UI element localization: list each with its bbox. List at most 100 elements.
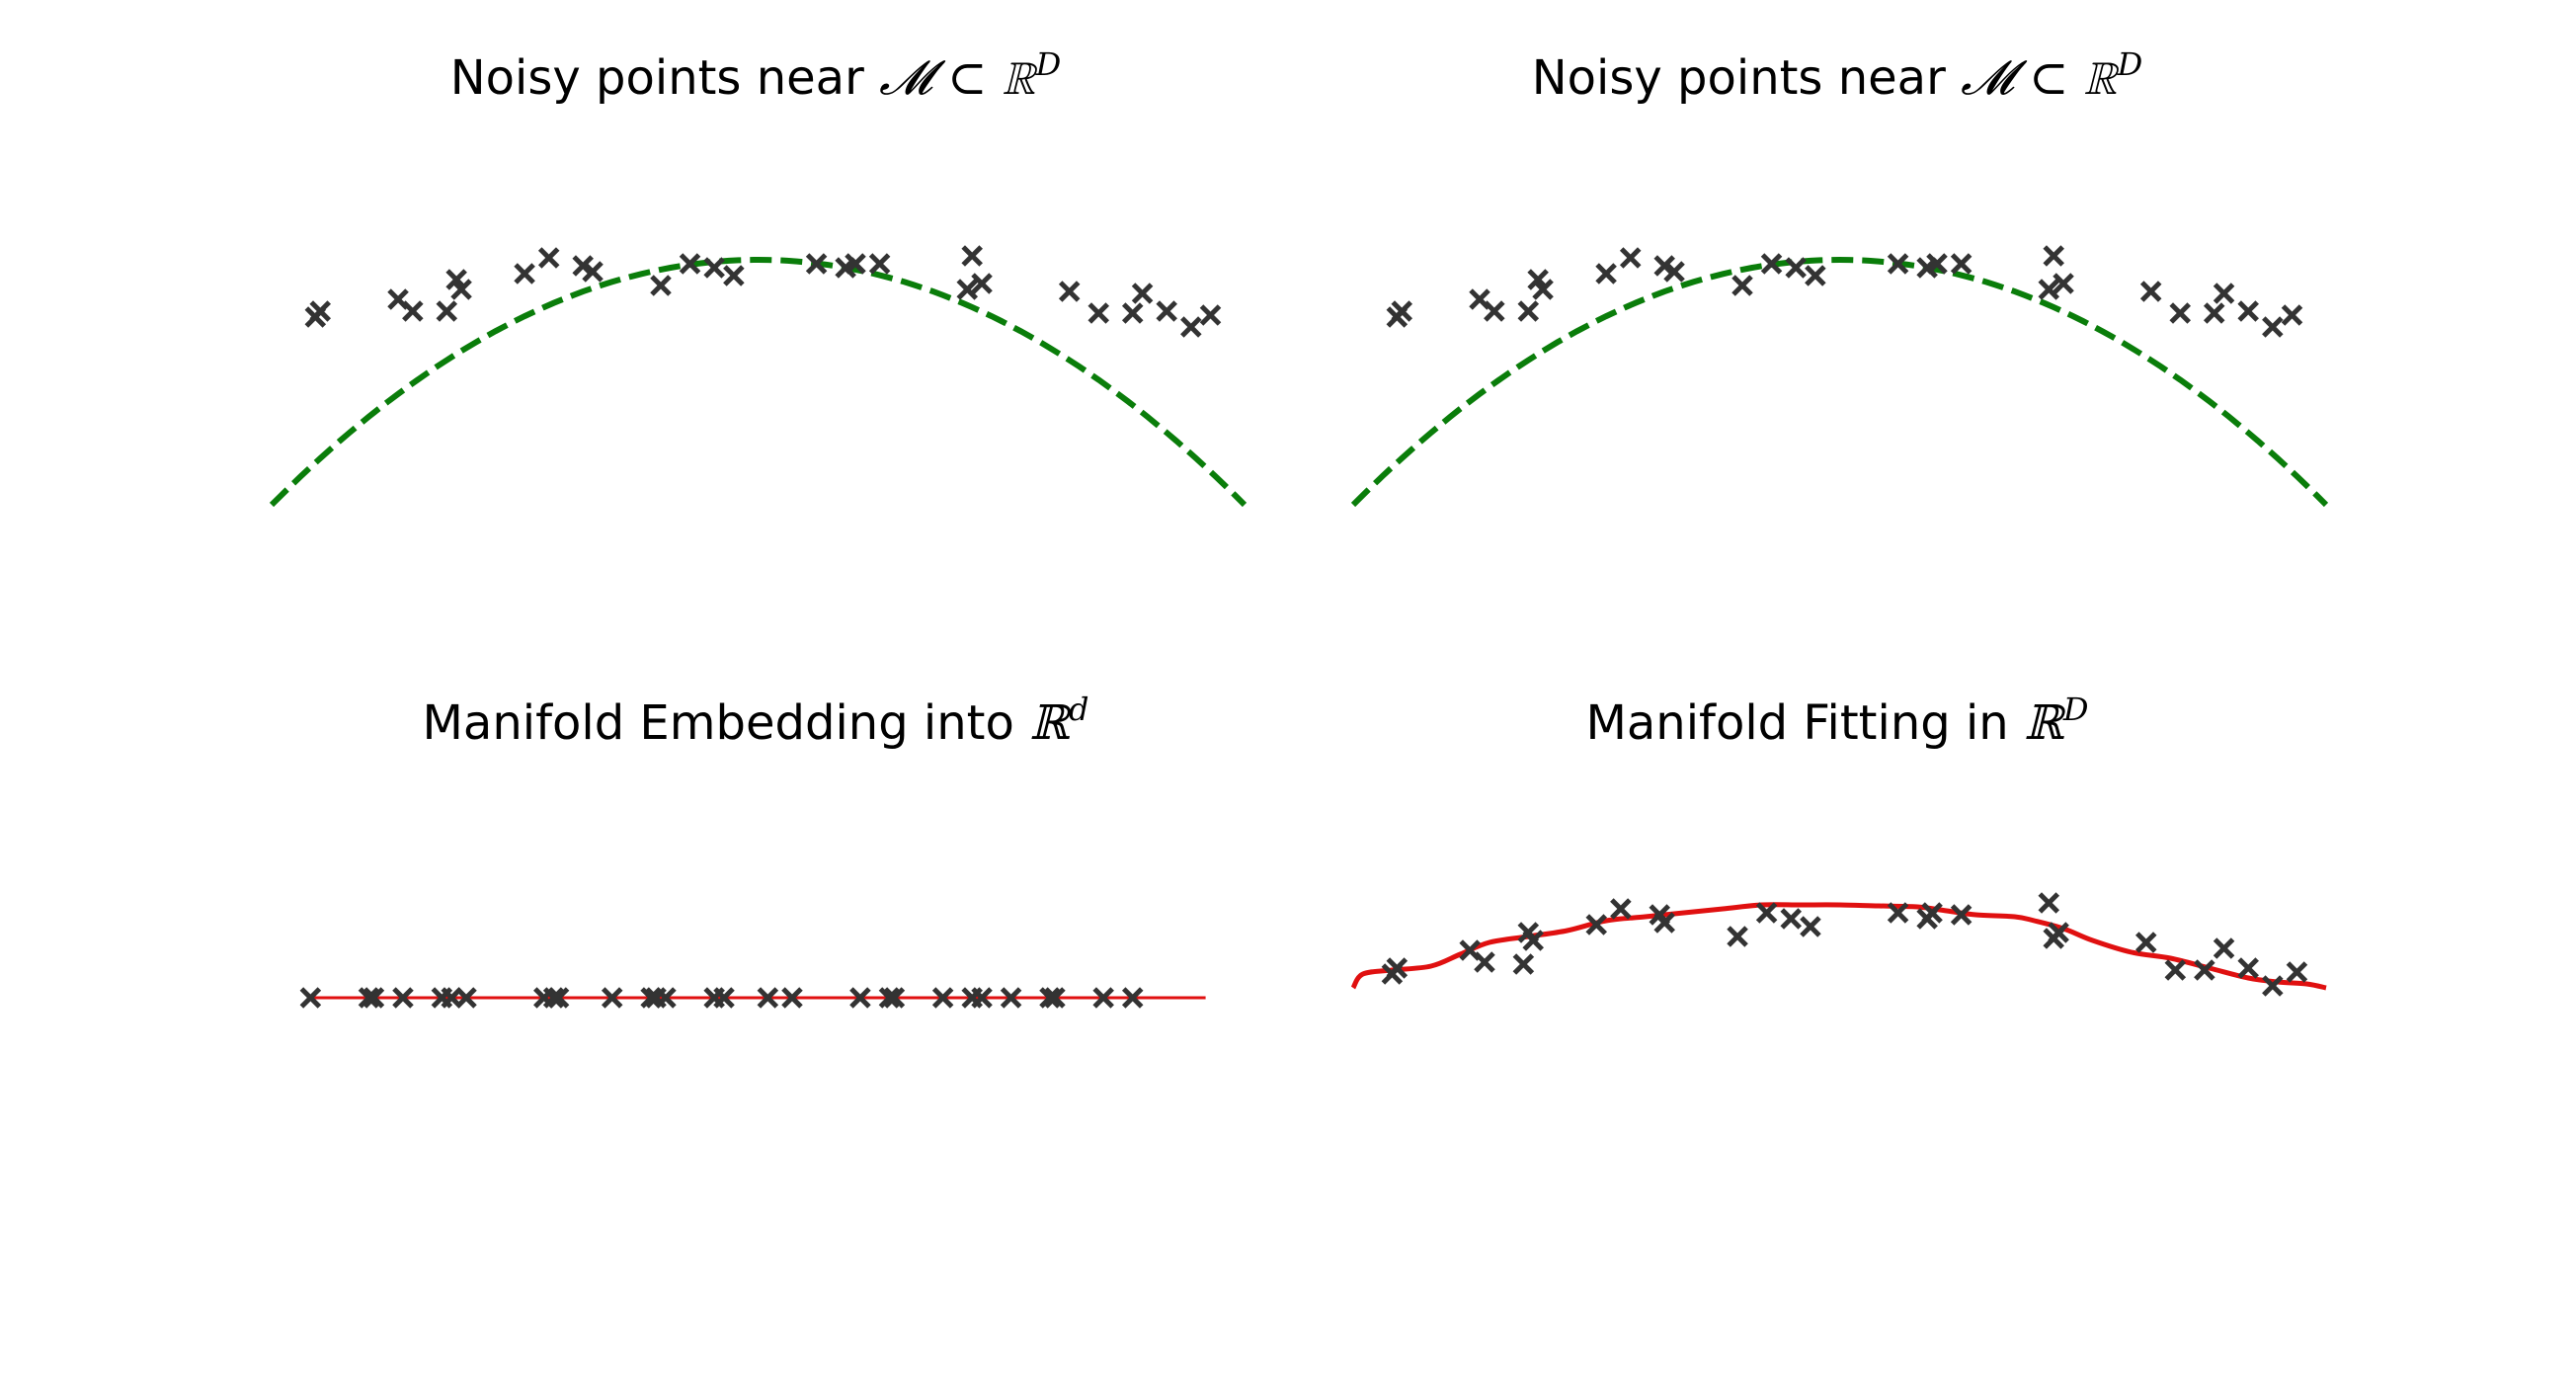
- data-point: [971, 987, 993, 1009]
- data-point: [1610, 898, 1632, 920]
- data-point: [2213, 283, 2235, 304]
- data-point: [362, 987, 385, 1009]
- data-point: [1805, 265, 1826, 286]
- data-point: [601, 987, 623, 1009]
- data-point: [1921, 902, 1943, 924]
- panel-title-sup: D: [2062, 691, 2089, 728]
- data-point: [1087, 302, 1110, 324]
- data-point: [2038, 279, 2060, 300]
- data-point: [1950, 904, 1972, 926]
- data-point: [878, 987, 901, 1009]
- data-point: [2213, 937, 2235, 959]
- data-point: [2286, 961, 2308, 983]
- panel-bottom-left: Manifold Embedding into ℝd: [299, 691, 1206, 1009]
- data-point: [1121, 302, 1144, 324]
- data-point: [2139, 281, 2162, 302]
- data-point: [723, 265, 745, 286]
- data-point: [849, 987, 871, 1009]
- data-point: [450, 279, 472, 300]
- data-point: [845, 253, 866, 275]
- data-point: [299, 987, 322, 1009]
- data-point: [1887, 902, 1909, 924]
- data-point: [1619, 247, 1642, 269]
- plot-area: [1350, 892, 2327, 997]
- data-point: [781, 987, 803, 1009]
- data-point: [1522, 930, 1544, 951]
- data-point: [2262, 316, 2284, 338]
- data-point: [931, 987, 954, 1009]
- panel-title: Noisy points near 𝓜 ⊂ ℝD: [450, 45, 1062, 106]
- panel-title-text: Manifold Embedding into: [423, 695, 1030, 751]
- data-point: [2203, 302, 2225, 324]
- data-point: [805, 253, 828, 275]
- data-point: [2281, 304, 2303, 326]
- plot-area: [1350, 245, 2329, 508]
- panel-title: Manifold Fitting in ℝD: [1585, 691, 2088, 751]
- panel-title-sup: D: [2117, 45, 2143, 83]
- data-point: [1484, 300, 1505, 322]
- data-point: [2194, 959, 2215, 981]
- data-point: [542, 987, 565, 1009]
- data-point: [2262, 975, 2284, 997]
- data-point: [2053, 273, 2074, 294]
- data-point: [2237, 300, 2259, 322]
- data-point: [537, 247, 560, 269]
- true-manifold-curve: [269, 256, 1248, 508]
- panel-title-sup: d: [1069, 691, 1088, 728]
- data-point: [2043, 245, 2064, 267]
- panel-title-math: 𝓜 ⊂ ℝ: [1961, 50, 2120, 106]
- data-point: [358, 987, 380, 1009]
- data-point: [1663, 261, 1685, 283]
- data-point: [650, 275, 672, 296]
- data-point: [1512, 953, 1535, 975]
- data-point: [1950, 253, 1972, 275]
- data-point: [713, 987, 735, 1009]
- data-point: [2169, 302, 2192, 324]
- data-point: [1532, 279, 1554, 300]
- panel-top-left: Noisy points near 𝓜 ⊂ ℝD: [269, 45, 1248, 508]
- panel-title-text: Manifold Fitting in: [1585, 695, 2024, 751]
- data-point: [971, 273, 993, 294]
- data-point: [1474, 951, 1495, 973]
- data-point: [1785, 257, 1807, 279]
- plot-area: [269, 245, 1248, 508]
- data-point: [883, 987, 906, 1009]
- data-point: [514, 263, 535, 285]
- data-point: [1887, 253, 1909, 275]
- data-point: [582, 261, 604, 283]
- data-point: [1800, 916, 1821, 937]
- data-point: [1131, 283, 1154, 304]
- data-point: [1727, 926, 1748, 947]
- panel-title: Noisy points near 𝓜 ⊂ ℝD: [1532, 45, 2143, 106]
- data-point: [2237, 957, 2259, 979]
- true-manifold-curve: [1350, 256, 2329, 508]
- panel-title-math: ℝ: [2024, 695, 2066, 751]
- data-point: [1092, 987, 1114, 1009]
- data-point: [757, 987, 779, 1009]
- data-point: [1386, 957, 1409, 979]
- data-point: [1780, 908, 1803, 930]
- data-point: [2164, 959, 2187, 981]
- panel-title: Manifold Embedding into ℝd: [423, 691, 1089, 751]
- data-point: [703, 257, 725, 279]
- data-point: [2038, 892, 2060, 914]
- data-point: [956, 279, 979, 300]
- panel-top-right: Noisy points near 𝓜 ⊂ ℝD: [1350, 45, 2329, 508]
- data-point: [1755, 902, 1778, 924]
- data-point: [1585, 914, 1608, 936]
- data-point: [402, 300, 424, 322]
- data-point: [1121, 987, 1144, 1009]
- data-point: [1044, 987, 1066, 1009]
- plot-area: [299, 987, 1206, 1009]
- data-point: [868, 253, 891, 275]
- data-point: [436, 300, 458, 322]
- panel-title-text: Noisy points near: [450, 50, 879, 106]
- data-point: [392, 987, 414, 1009]
- panel-title-math: 𝓜 ⊂ ℝ: [879, 50, 1038, 106]
- data-point: [1039, 987, 1061, 1009]
- fitted-manifold-curve: [1350, 902, 2327, 991]
- panel-title-text: Noisy points near: [1532, 50, 1961, 106]
- panel-title-math: ℝ: [1029, 695, 1072, 751]
- data-point: [1156, 300, 1177, 322]
- data-point: [679, 253, 701, 275]
